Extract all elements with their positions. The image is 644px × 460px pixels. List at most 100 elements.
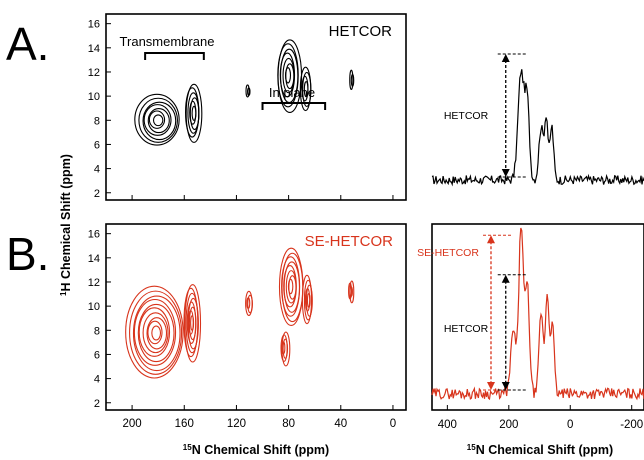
panel-b-spectrum-x-ticks: 400 200 0 -200 [438,405,643,431]
y-tick-label: 16 [88,229,100,241]
spectrum-annotation-label: HETCOR [444,323,489,335]
transmembrane-bracket [144,52,205,60]
panel-a-spectrum-line [431,69,644,187]
x-tick-label: 200 [122,418,141,430]
x-tick-label: 160 [175,418,194,430]
contour-ring [305,284,313,317]
contour-ring [306,292,311,308]
contour-ring [148,110,166,129]
x-axis-label-left: 15N Chemical Shift (ppm) [183,443,329,457]
contour-ring [191,105,197,121]
x-axis-label-right-sup: 15 [467,443,476,452]
contour-ring [134,93,180,146]
contour-ring [184,284,202,363]
contour-peak [299,66,312,112]
contour-ring [245,84,250,98]
panel-a-x-ticks [131,195,394,200]
contour-ring [143,104,172,136]
contour-ring [146,317,168,350]
x-axis-label-right: 15N Chemical Shift (ppm) [467,443,613,457]
panel-b-frame [105,223,407,411]
contour-ring [147,320,163,345]
contour-ring [138,97,178,143]
y-tick-label: 12 [88,67,100,79]
x-axis-label-left-sup: 15 [183,443,192,452]
contour-ring [349,69,354,91]
contour-ring [132,295,181,372]
contour-ring [152,114,164,127]
contour-peak [245,84,251,98]
panel-b-title: SE-HETCOR [305,233,394,250]
contour-peak [280,331,291,367]
contour-peak [245,290,253,317]
y-axis-label-sup: 1 [59,291,68,296]
y-tick-label: 2 [94,188,100,200]
arrow-head-up [501,54,510,62]
arrow-head-down [501,169,510,177]
spectrum-annotation-label: HETCOR [444,110,489,122]
in-plane-bracket [261,102,327,110]
arrow-head-up [486,235,495,244]
in-plane-annotation: In plane [261,85,327,110]
arrow-head-up [501,274,510,283]
panel-b-contour: SE-HETCOR 2 4 6 8 10 12 14 16 200 160 120 80 40 0 [88,223,407,430]
contour-ring [287,278,294,295]
panel-b-x-ticks: 200 160 120 80 40 0 [122,405,396,430]
contour-peak [349,69,355,91]
panel-b-peaks [125,247,355,379]
y-tick-label: 10 [88,91,100,103]
x-tick-label: 200 [499,419,518,431]
contour-peak [185,83,203,143]
panel-a-contour: HETCOR 2 4 6 8 10 12 14 16 Transmembrane In pla… [88,13,407,201]
contour-ring [247,87,251,96]
contour-ring [284,67,292,84]
y-axis-label-text: H Chemical Shift (ppm) [59,154,73,292]
panel-a-peaks [134,39,355,146]
arrow-head-down [486,382,495,390]
y-tick-label: 2 [94,398,100,410]
x-tick-label: 80 [282,418,295,430]
x-axis-label-left-text: N Chemical Shift (ppm) [192,443,330,457]
y-tick-label: 14 [88,253,100,265]
contour-ring [246,297,251,310]
panel-a-y-ticks: 2 4 6 8 10 12 14 16 [88,19,111,200]
contour-ring [188,306,197,341]
panel-label-b: B. [6,228,49,280]
panel-a-spectrum-annotations: HETCOR [444,53,526,178]
contour-peak [301,274,313,325]
y-tick-label: 4 [94,164,100,176]
y-tick-label: 16 [88,19,100,31]
contour-peak [277,39,303,113]
contour-peak [348,280,355,304]
panel-b-spectrum: SE-HETCOR HETCOR 400 200 0 -200 [417,223,644,431]
contour-ring [302,71,312,108]
x-tick-label: -200 [620,419,643,431]
contour-peak [278,247,304,327]
contour-ring [348,282,352,300]
contour-ring [350,73,355,87]
contour-ring [151,325,162,341]
contour-peak [125,285,184,379]
contour-ring [129,290,183,375]
y-tick-label: 10 [88,301,100,313]
contour-ring [133,298,177,366]
y-tick-label: 4 [94,374,100,386]
contour-ring [190,315,195,331]
panel-b-spectrum-frame [431,223,644,411]
contour-ring [147,108,170,134]
x-tick-label: 40 [334,418,347,430]
contour-ring [185,83,203,143]
in-plane-label: In plane [269,85,315,100]
x-tick-label: 0 [567,419,573,431]
arrow-head-down [501,382,510,390]
contour-ring [349,286,353,298]
panel-a-frame [105,13,407,201]
contour-peak [183,284,202,363]
contour-ring [303,81,309,98]
y-tick-label: 8 [94,325,100,337]
panel-a-title: HETCOR [329,23,393,40]
panel-b-spectrum-annotations: SE-HETCOR HETCOR [417,234,526,391]
y-tick-label: 14 [88,43,100,55]
y-tick-label: 6 [94,139,100,151]
contour-ring [138,307,171,357]
